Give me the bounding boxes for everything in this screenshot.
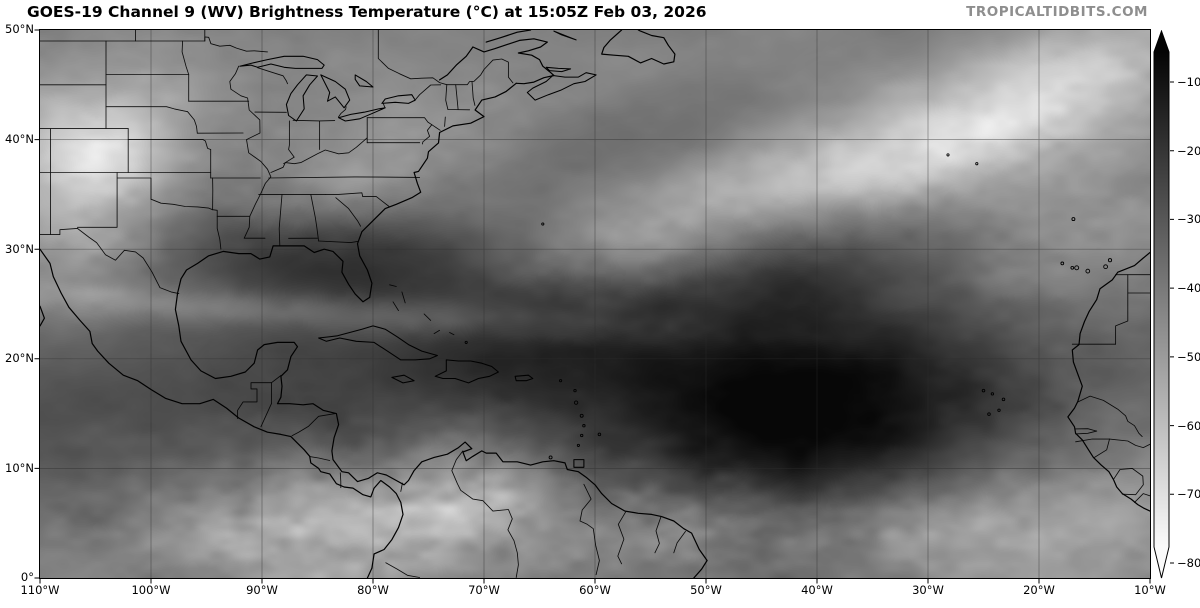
colorbar-tick-label: −30 bbox=[1177, 212, 1200, 226]
lat-tick-label: 30°N bbox=[5, 242, 34, 256]
colorbar-gradient-bar bbox=[1153, 30, 1170, 579]
lat-tick-label: 10°N bbox=[5, 461, 34, 475]
colorbar-tick-label: −20 bbox=[1177, 144, 1200, 158]
colorbar-tick-label: −10 bbox=[1177, 75, 1200, 89]
colorbar bbox=[1153, 30, 1174, 579]
lon-tick-label: 10°W bbox=[1134, 583, 1166, 597]
map-overlay bbox=[40, 30, 1150, 578]
lon-tick-label: 30°W bbox=[912, 583, 944, 597]
lon-tick-label: 50°W bbox=[690, 583, 722, 597]
lon-tick-label: 90°W bbox=[246, 583, 278, 597]
great-lakes-outlines bbox=[239, 55, 416, 122]
lat-tick-label: 50°N bbox=[5, 22, 34, 36]
colorbar-ticks bbox=[1170, 81, 1174, 564]
lon-tick-label: 110°W bbox=[20, 583, 60, 597]
lon-tick-label: 60°W bbox=[579, 583, 611, 597]
small-island-dots bbox=[464, 153, 1113, 460]
colorbar-tick-label: −80 bbox=[1177, 556, 1200, 570]
colorbar-tick-label: −40 bbox=[1177, 281, 1200, 295]
lon-tick-label: 100°W bbox=[131, 583, 171, 597]
colorbar-tick-label: −60 bbox=[1177, 419, 1200, 433]
colorbar-tick-label: −50 bbox=[1177, 350, 1200, 364]
lon-tick-label: 20°W bbox=[1023, 583, 1055, 597]
colorbar-tick-label: −70 bbox=[1177, 487, 1200, 501]
lon-tick-label: 40°W bbox=[801, 583, 833, 597]
lat-tick-label: 20°N bbox=[5, 351, 34, 365]
lat-tick-label: 40°N bbox=[5, 132, 34, 146]
site-watermark: TROPICALTIDBITS.COM bbox=[966, 4, 1148, 20]
lon-tick-label: 80°W bbox=[357, 583, 389, 597]
grid-lines bbox=[40, 30, 1150, 578]
lon-tick-label: 70°W bbox=[468, 583, 500, 597]
satellite-map bbox=[39, 29, 1151, 579]
lat-tick-label: 0° bbox=[20, 570, 34, 584]
page-title: GOES-19 Channel 9 (WV) Brightness Temper… bbox=[27, 3, 707, 21]
